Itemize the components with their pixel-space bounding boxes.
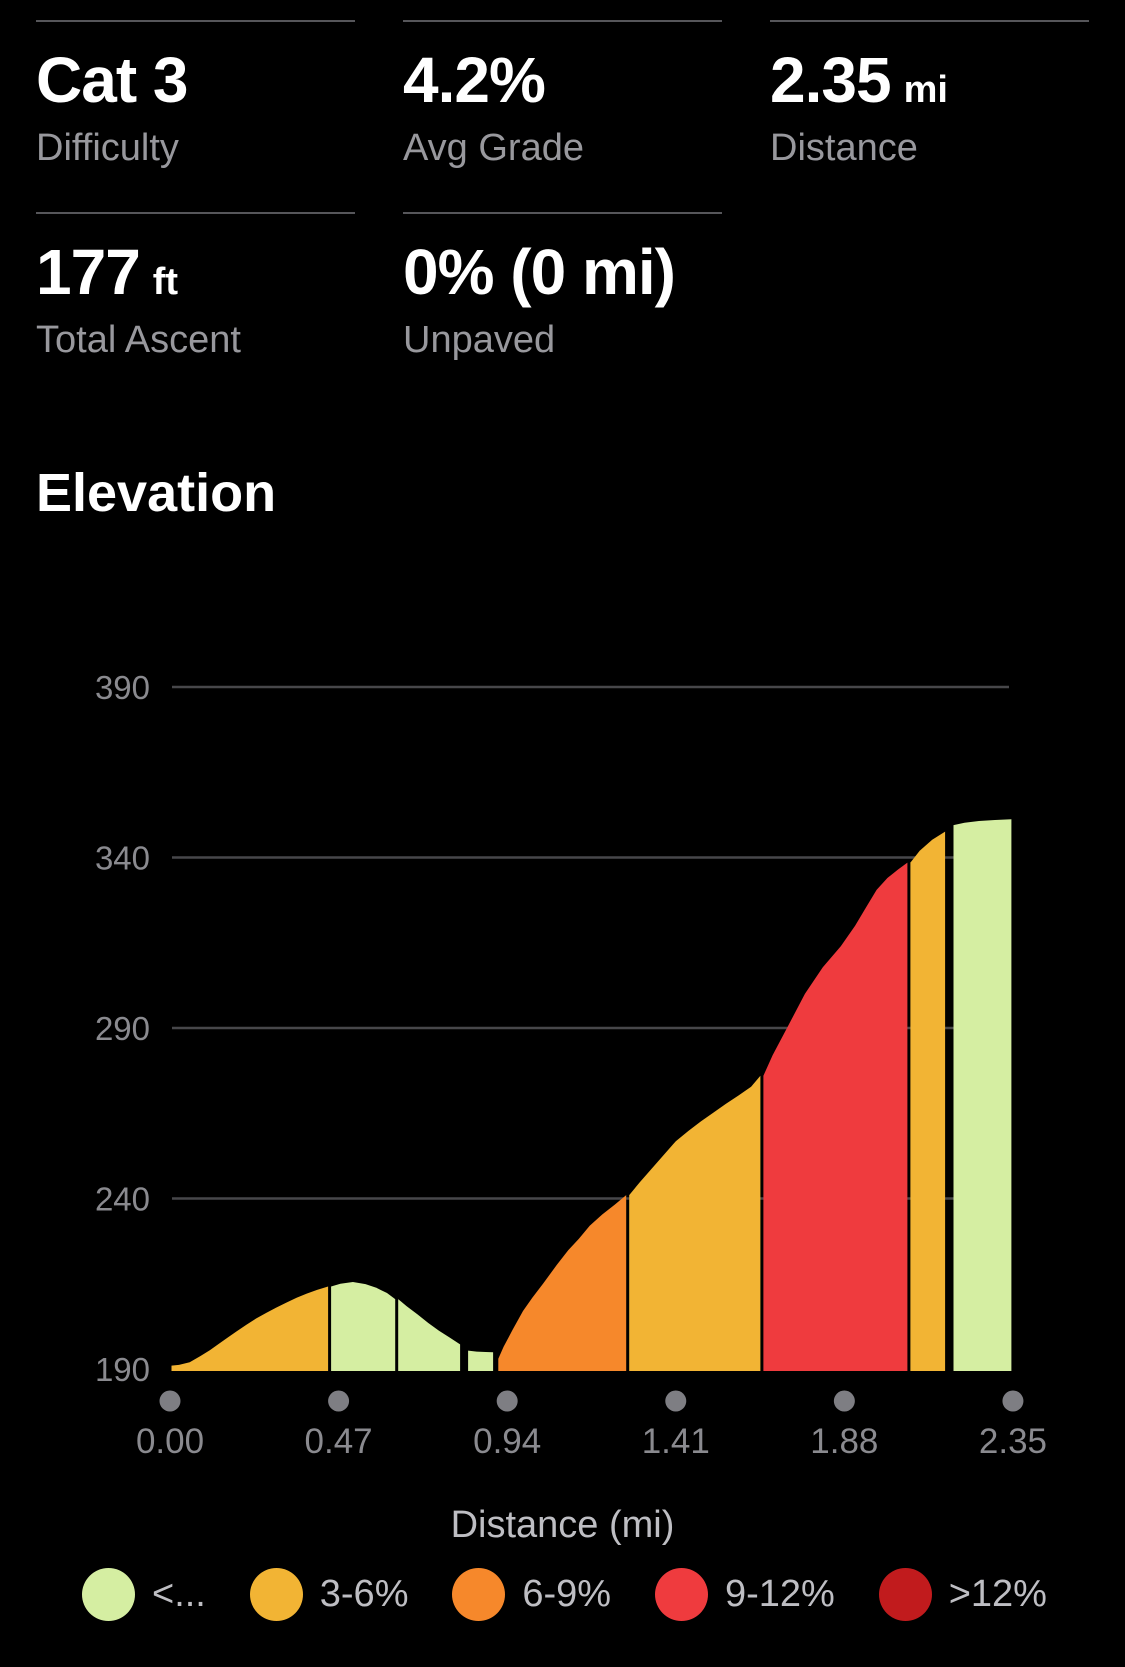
stat-distance-value: 2.35 mi	[770, 44, 948, 116]
y-tick-label-190: 190	[95, 1351, 150, 1388]
elevation-section-title: Elevation	[36, 462, 277, 523]
stat-distance: 2.35 mi Distance	[770, 20, 1089, 170]
stat-difficulty: Cat 3 Difficulty	[36, 20, 355, 170]
x-tick-label-0.47: 0.47	[305, 1422, 373, 1458]
legend-dot-orange-icon	[452, 1567, 506, 1621]
legend-dot-red-icon	[654, 1567, 708, 1621]
x-axis-dot-1.41	[665, 1390, 687, 1412]
legend-item-lt3: <...	[82, 1567, 206, 1621]
y-tick-label-340: 340	[95, 839, 150, 876]
elevation-chart[interactable]: 190 240 290 340 390 0.00 0.47 0.94 1.41 1.88 2.35	[0, 598, 1125, 1458]
legend-dot-yellow-icon	[249, 1567, 303, 1621]
grade-segment-0-3-6%	[171, 1286, 329, 1371]
stat-difficulty-value: Cat 3	[36, 44, 188, 116]
legend-label: >12%	[948, 1572, 1047, 1615]
y-tick-label-290: 290	[95, 1010, 150, 1047]
legend-item-3-6: 3-6%	[249, 1567, 409, 1621]
x-axis-dot-2.35	[1002, 1390, 1024, 1412]
legend-dot-green-icon	[82, 1567, 135, 1621]
stat-unpaved-value: 0% (0 mi)	[403, 235, 676, 308]
grade-segment-3-<3%	[468, 1350, 494, 1371]
stat-distance-label: Distance	[770, 127, 918, 169]
grade-segment-7-3-6%	[910, 831, 946, 1371]
x-axis-dot-0.47	[328, 1390, 350, 1412]
stat-difficulty-label: Difficulty	[36, 127, 179, 169]
x-tick-label-2.35: 2.35	[979, 1422, 1047, 1458]
grade-segment-6-9-12%	[763, 862, 908, 1371]
grade-segment-8-<3%	[953, 818, 1012, 1371]
grade-segment-5-3-6%	[629, 1075, 761, 1371]
legend-label: 3-6%	[319, 1572, 409, 1615]
legend-item-6-9: 6-9%	[452, 1567, 612, 1621]
stat-total-ascent-value: 177 ft	[36, 235, 179, 308]
stat-unpaved: 0% (0 mi) Unpaved	[403, 211, 722, 362]
stat-avg-grade-value: 4.2%	[403, 44, 546, 116]
x-tick-label-0.00: 0.00	[136, 1422, 204, 1458]
stat-total-ascent-label: Total Ascent	[36, 318, 241, 361]
stat-unpaved-label: Unpaved	[403, 318, 556, 361]
grade-segment-4-6-9%	[498, 1194, 627, 1371]
x-tick-label-0.94: 0.94	[473, 1422, 541, 1458]
x-tick-label-1.41: 1.41	[642, 1422, 710, 1458]
climb-stats-grid: Cat 3 Difficulty 4.2% Avg Grade 2.35 mi D…	[0, 0, 1125, 362]
x-axis-title: Distance (mi)	[450, 1503, 675, 1546]
x-axis-dot-0.94	[496, 1390, 518, 1412]
legend-dot-darkred-icon	[878, 1567, 932, 1621]
elevation-profile-svg[interactable]: 190 240 290 340 390 0.00 0.47 0.94 1.41 1.88 2.35	[0, 598, 1125, 1458]
legend-item-9-12: 9-12%	[654, 1567, 835, 1621]
grade-legend: <... 3-6% 6-9% 9-12% >12%	[0, 1567, 1125, 1621]
legend-label: <...	[152, 1572, 206, 1615]
x-axis-dot-0.00	[159, 1390, 181, 1412]
legend-label: 6-9%	[522, 1572, 612, 1615]
grade-segment-1-<3%	[331, 1281, 396, 1371]
x-axis-dot-1.88	[833, 1390, 855, 1412]
legend-item-gt12: >12%	[878, 1567, 1047, 1621]
y-tick-label-390: 390	[95, 669, 150, 706]
stat-total-ascent: 177 ft Total Ascent	[36, 211, 355, 362]
legend-label: 9-12%	[724, 1572, 835, 1615]
grade-segment-2-<3%	[398, 1298, 461, 1371]
stat-avg-grade-label: Avg Grade	[403, 127, 584, 169]
y-tick-label-240: 240	[95, 1180, 150, 1217]
stat-avg-grade: 4.2% Avg Grade	[403, 20, 722, 170]
x-tick-label-1.88: 1.88	[810, 1422, 878, 1458]
